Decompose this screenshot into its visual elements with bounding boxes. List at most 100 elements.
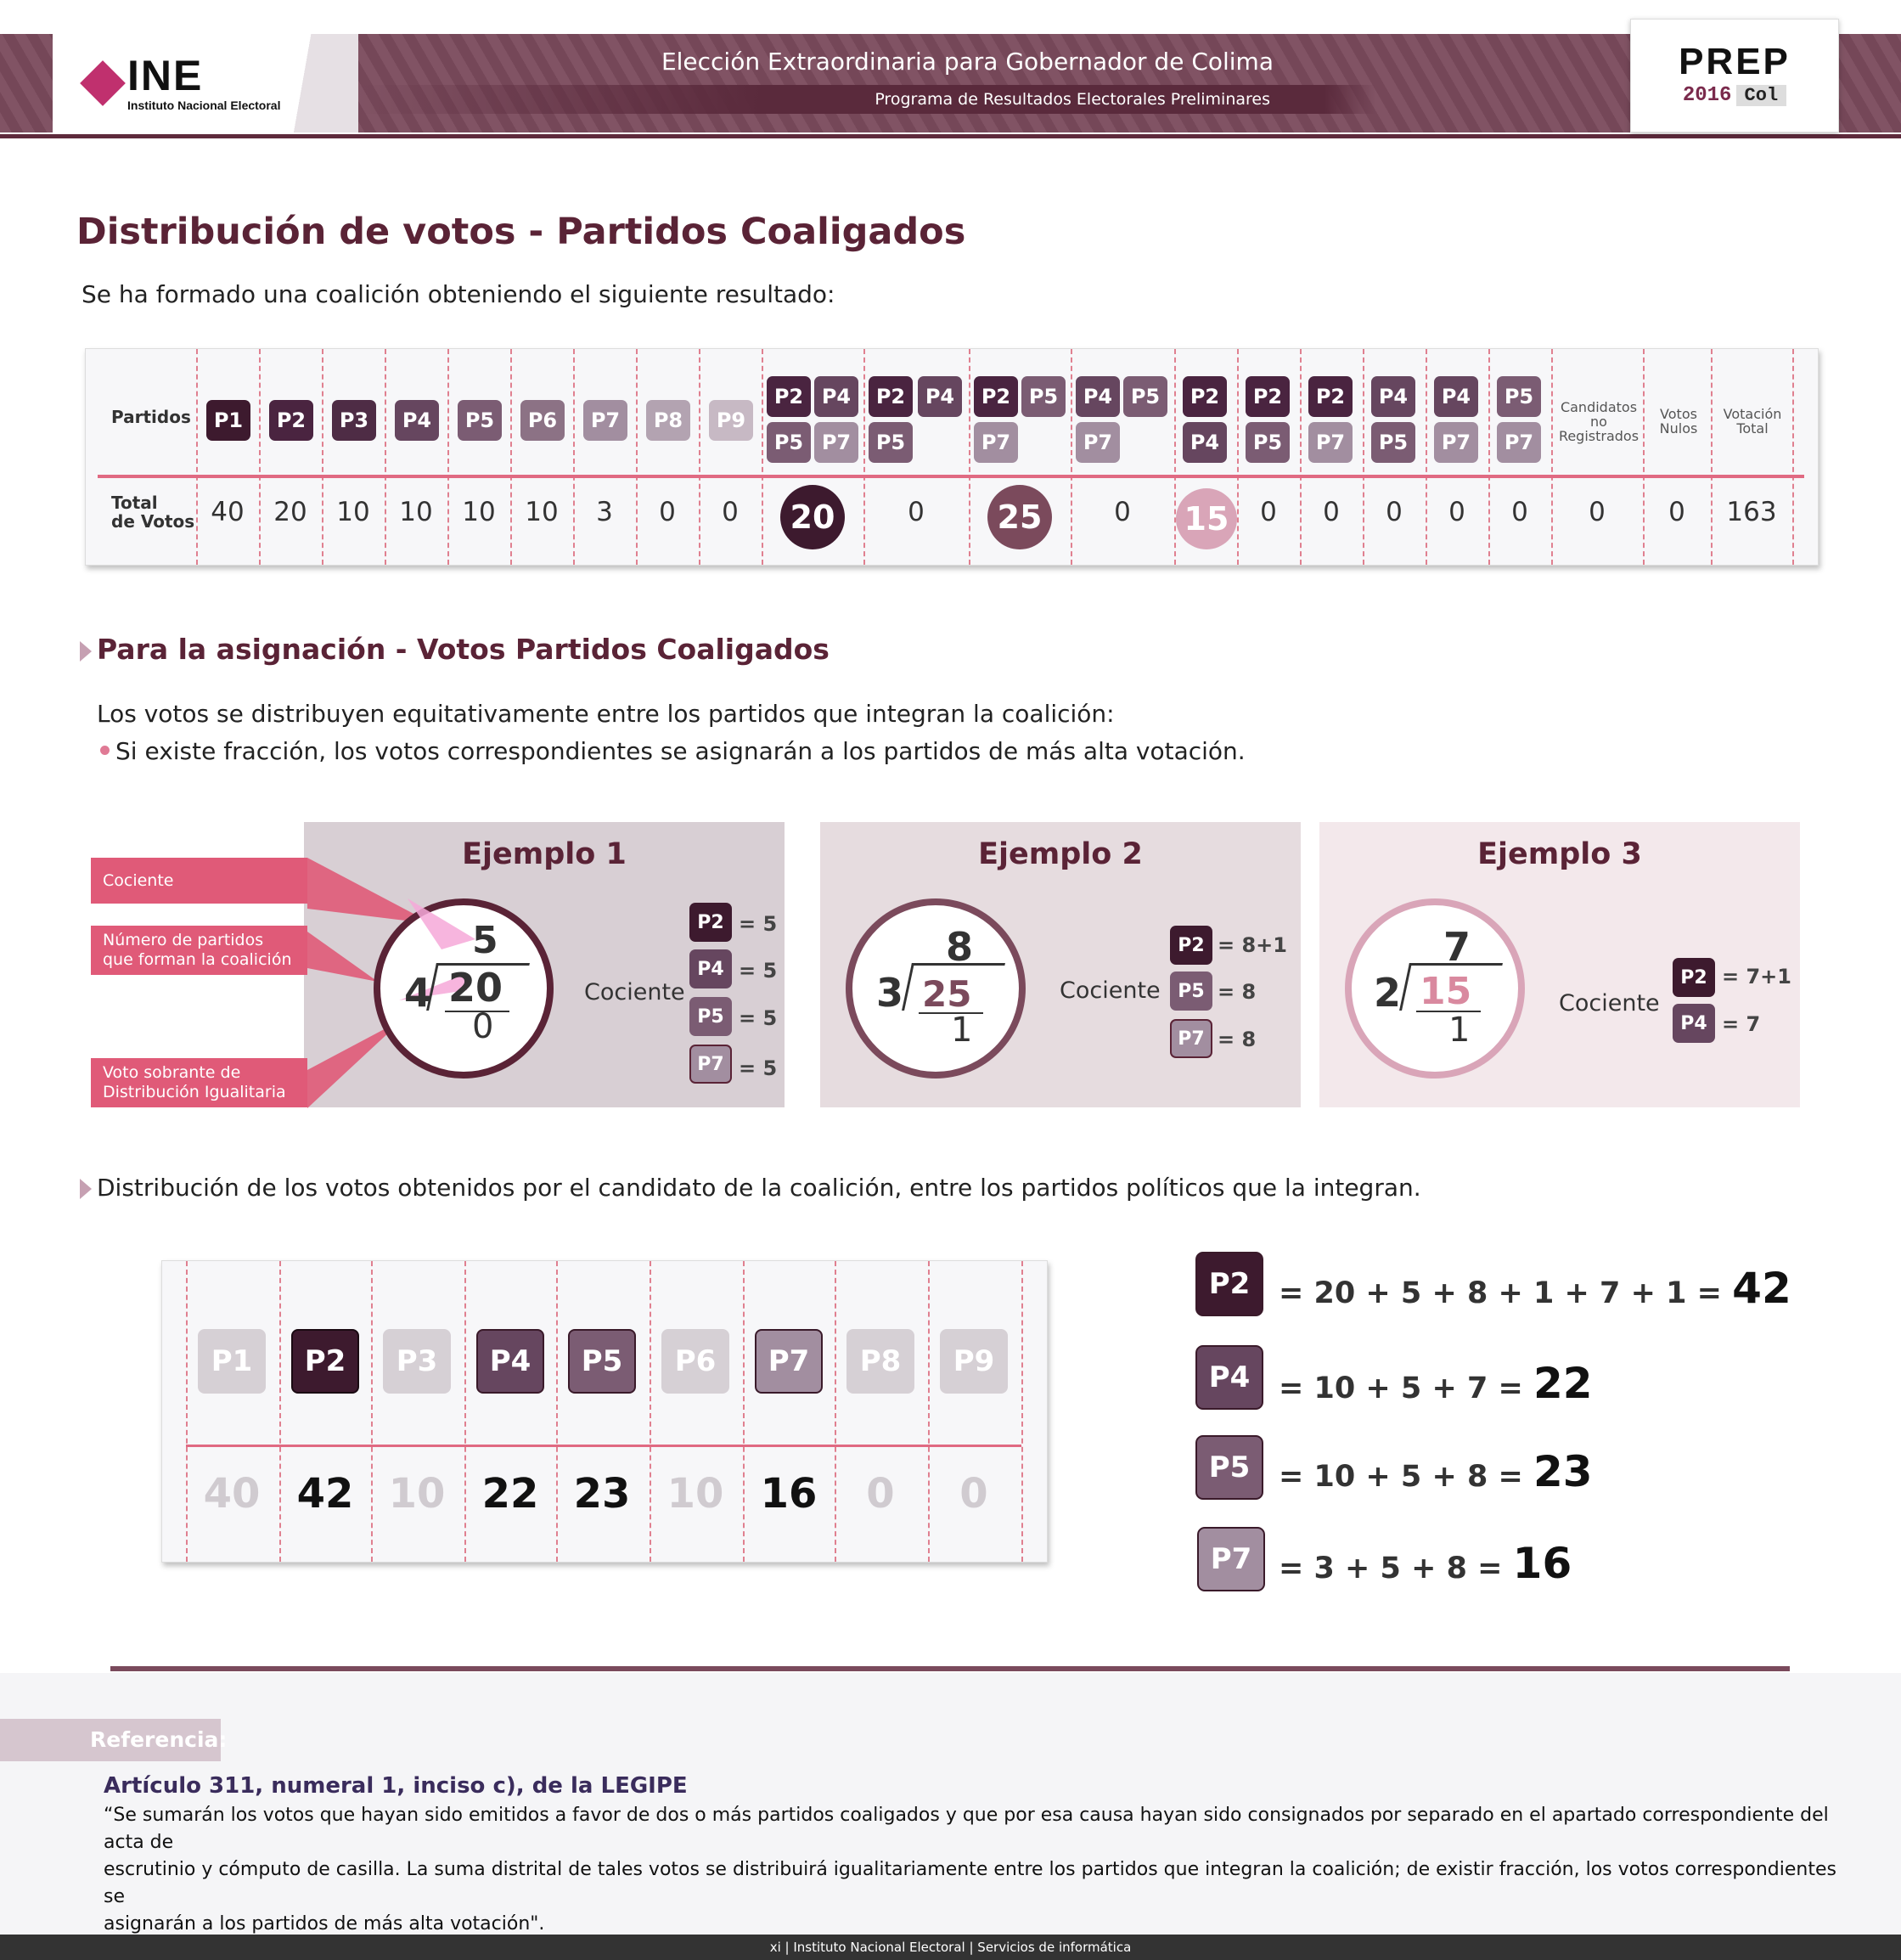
division-line — [1416, 1011, 1481, 1012]
header-nulos: Votos Nulos — [1659, 406, 1698, 436]
coalition-badge: P2 — [1183, 376, 1227, 417]
dist-badge-p4[interactable]: P4 — [476, 1329, 544, 1394]
votes-p2: 20 — [273, 497, 307, 527]
coalition-votes: 0 — [908, 497, 925, 527]
dist-votes-p3: 10 — [388, 1470, 446, 1518]
prep-logo[interactable]: PREP 2016 Col — [1630, 19, 1839, 132]
footer: xi | Instituto Nacional Electoral | Serv… — [0, 1935, 1901, 1960]
section-arrow-icon — [80, 641, 92, 662]
distribution-text: Distribución de los votos obtenidos por … — [97, 1174, 1421, 1202]
page-title: Distribución de votos - Partidos Coaliga… — [76, 211, 966, 253]
dist-votes-p5: 23 — [573, 1470, 631, 1518]
ej2-badge: P5 — [1170, 972, 1212, 1011]
votes-p8: 0 — [659, 497, 676, 527]
party-badge-p8[interactable]: P8 — [646, 400, 690, 441]
ej2-eq: = 8 — [1218, 980, 1257, 1004]
ej1-badge: P2 — [689, 903, 732, 942]
ej3-eq: = 7 — [1722, 1012, 1761, 1036]
ej2-quotient: 8 — [946, 924, 974, 970]
dist-votes-p7: 16 — [760, 1470, 818, 1518]
ej3-badge: P4 — [1673, 1004, 1715, 1043]
ej1-quotient: 5 — [472, 919, 498, 962]
ej3-badge: P2 — [1673, 958, 1715, 997]
coalition-badge: P5 — [869, 422, 913, 463]
ej1-eq: = 5 — [739, 1056, 778, 1080]
dist-badge-p2[interactable]: P2 — [291, 1329, 359, 1394]
formula-p7: = 3 + 5 + 8 = 16 — [1279, 1539, 1572, 1588]
row-label-votos: Total de Votos — [111, 493, 195, 532]
prep-state: Col — [1735, 85, 1787, 106]
dist-badge-p9[interactable]: P9 — [940, 1329, 1008, 1394]
coalition-badge: P4 — [1434, 376, 1478, 417]
ej1-remainder: 0 — [472, 1007, 494, 1046]
label-cociente: Cociente — [91, 858, 307, 904]
dist-badge-p8[interactable]: P8 — [846, 1329, 914, 1394]
highlight-votes: 15 — [1176, 488, 1237, 549]
party-badge-p3[interactable]: P3 — [332, 400, 376, 441]
example-title: Ejemplo 2 — [978, 837, 1143, 871]
coalition-badge: P7 — [1497, 422, 1541, 463]
coalition-badge: P5 — [1123, 376, 1167, 417]
dist-badge-p1[interactable]: P1 — [198, 1329, 266, 1394]
ej2-divisor: 3 — [876, 970, 904, 1016]
party-badge-p1[interactable]: P1 — [206, 400, 250, 441]
coalition-badge: P4 — [814, 376, 858, 417]
division-line — [919, 1012, 983, 1014]
dist-badge-p3[interactable]: P3 — [383, 1329, 451, 1394]
candidatos-votes: 0 — [1589, 497, 1606, 527]
votes-p1: 40 — [211, 497, 245, 527]
ej1-cociente-label: Cociente — [584, 979, 685, 1005]
coalition-badge: P7 — [1434, 422, 1478, 463]
coalition-badge: P2 — [1246, 376, 1290, 417]
ej1-dividend: 20 — [448, 965, 503, 1011]
coalition-votes: 0 — [1114, 497, 1131, 527]
ej2-dividend: 25 — [922, 973, 972, 1015]
formula-badge-p7: P7 — [1197, 1527, 1265, 1591]
division-line — [445, 1011, 509, 1012]
dist-votes-p2: 42 — [296, 1470, 354, 1518]
program-subtitle: Programa de Resultados Electorales Preli… — [875, 90, 1270, 109]
ine-diamond-icon — [80, 60, 126, 106]
header-total: Votación Total — [1723, 406, 1782, 436]
coalition-badge: P5 — [1021, 376, 1066, 417]
ine-logo[interactable]: INE Instituto Nacional Electoral — [53, 34, 358, 132]
dist-badge-p6[interactable]: P6 — [661, 1329, 729, 1394]
votes-p4: 10 — [399, 497, 433, 527]
formula-p2: = 20 + 5 + 8 + 1 + 7 + 1 = 42 — [1279, 1264, 1791, 1313]
party-badge-p9[interactable]: P9 — [709, 400, 753, 441]
party-badge-p6[interactable]: P6 — [520, 400, 565, 441]
votes-p5: 10 — [462, 497, 496, 527]
party-badge-p2[interactable]: P2 — [269, 400, 313, 441]
coalition-votes: 0 — [1448, 497, 1465, 527]
reference-section — [0, 1673, 1901, 1935]
row-label-partidos: Partidos — [111, 407, 191, 427]
dist-badge-p7[interactable]: P7 — [755, 1329, 823, 1394]
ej3-dividend: 15 — [1420, 970, 1472, 1013]
votes-p6: 10 — [525, 497, 559, 527]
ej2-eq: = 8+1 — [1218, 933, 1287, 957]
coalition-badge: P5 — [1497, 376, 1541, 417]
reference-divider — [110, 1666, 1790, 1671]
asignacion-bullet: Si existe fracción, los votos correspond… — [115, 737, 1246, 765]
results-table: Partidos Total de Votos P1 P2 P3 P4 P5 P6… — [85, 348, 1819, 566]
dist-votes-p6: 10 — [666, 1470, 724, 1518]
ej1-divisor: 4 — [404, 970, 432, 1016]
ej1-badge: P5 — [689, 997, 732, 1036]
party-badge-p7[interactable]: P7 — [583, 400, 627, 441]
coalition-badge: P2 — [869, 376, 913, 417]
coalition-badge: P2 — [1308, 376, 1353, 417]
section-arrow-icon — [80, 1179, 92, 1199]
coalition-badge: P7 — [1308, 422, 1353, 463]
reference-tag: Referencia: — [0, 1719, 227, 1761]
ej2-badge: P2 — [1170, 926, 1212, 965]
table-divider — [98, 475, 1804, 478]
prep-year: 2016 — [1682, 84, 1732, 107]
highlight-votes: 25 — [987, 485, 1052, 549]
dist-badge-p5[interactable]: P5 — [568, 1329, 636, 1394]
formula-p5: = 10 + 5 + 8 = 23 — [1279, 1447, 1593, 1496]
coalition-badge: P5 — [1371, 422, 1415, 463]
party-badge-p5[interactable]: P5 — [458, 400, 502, 441]
ej1-eq: = 5 — [739, 912, 778, 936]
party-badge-p4[interactable]: P4 — [395, 400, 439, 441]
ej2-remainder: 1 — [951, 1011, 973, 1050]
